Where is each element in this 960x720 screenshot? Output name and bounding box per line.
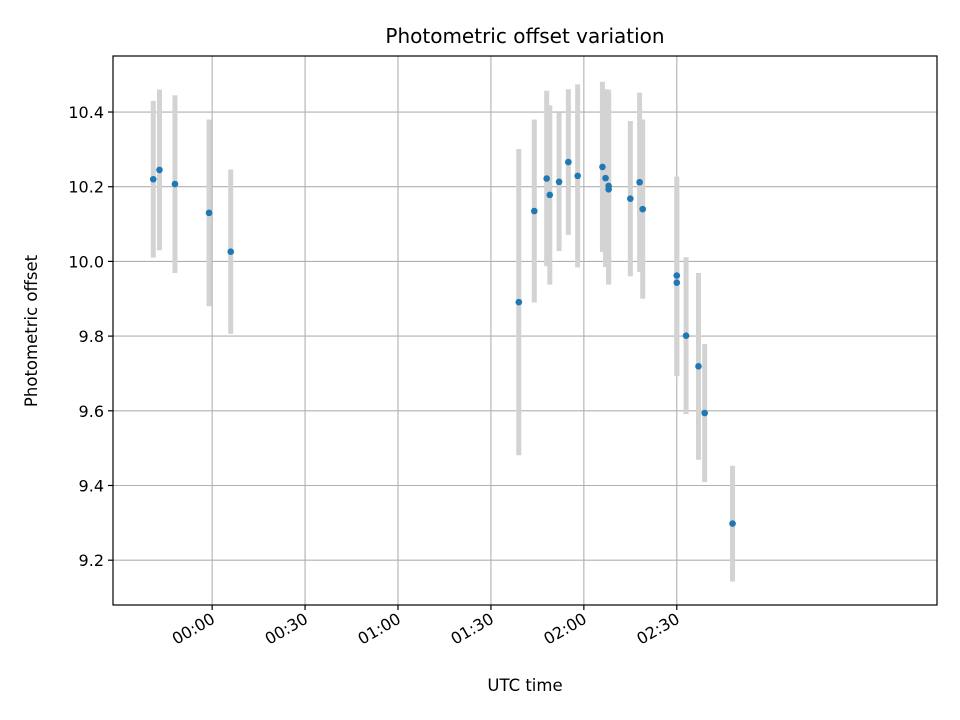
data-point <box>530 207 538 215</box>
x-tick-label: 00:30 <box>262 609 311 649</box>
data-point <box>546 191 554 199</box>
y-axis-label: Photometric offset <box>22 254 41 407</box>
data-point <box>205 209 213 217</box>
y-tick-label: 10.0 <box>68 252 104 271</box>
x-axis: 00:00 00:30 01:00 01:30 02:00 02:30 <box>169 605 683 649</box>
data-points <box>149 158 736 527</box>
y-tick-label: 9.4 <box>79 476 104 495</box>
data-point <box>636 178 643 186</box>
data-point <box>555 178 563 186</box>
data-point <box>605 182 612 190</box>
data-point <box>515 298 523 306</box>
y-tick-label: 10.4 <box>68 103 104 122</box>
data-point <box>729 520 736 527</box>
data-point <box>602 174 609 182</box>
data-point <box>156 166 163 174</box>
x-tick-label: 02:30 <box>633 609 682 649</box>
data-point <box>149 175 157 183</box>
data-point <box>639 205 647 213</box>
y-tick-label: 9.8 <box>79 327 104 346</box>
data-point <box>673 279 681 286</box>
data-point <box>701 409 708 417</box>
data-point <box>599 163 606 171</box>
y-axis: 9.2 9.4 9.6 9.8 10.0 10.2 10.4 <box>68 103 113 570</box>
data-point <box>565 158 572 166</box>
chart-title: Photometric offset variation <box>385 24 664 48</box>
grid-lines <box>113 56 937 605</box>
data-point <box>227 248 235 255</box>
data-point <box>627 195 634 202</box>
data-point <box>543 175 550 182</box>
plot-frame <box>112 55 938 606</box>
y-tick-label: 10.2 <box>68 178 104 197</box>
data-point <box>574 172 581 180</box>
data-point <box>695 363 702 370</box>
data-point <box>682 332 690 340</box>
y-tick-label: 9.6 <box>79 402 104 421</box>
x-axis-label: UTC time <box>487 676 562 695</box>
x-tick-label: 01:30 <box>447 609 496 649</box>
error-bars <box>150 81 736 582</box>
x-tick-label: 00:00 <box>169 609 218 649</box>
data-point <box>171 180 179 188</box>
y-tick-label: 9.2 <box>79 551 104 570</box>
x-tick-label: 02:00 <box>540 609 589 649</box>
x-tick-label: 01:00 <box>355 609 404 649</box>
data-point <box>673 272 681 279</box>
